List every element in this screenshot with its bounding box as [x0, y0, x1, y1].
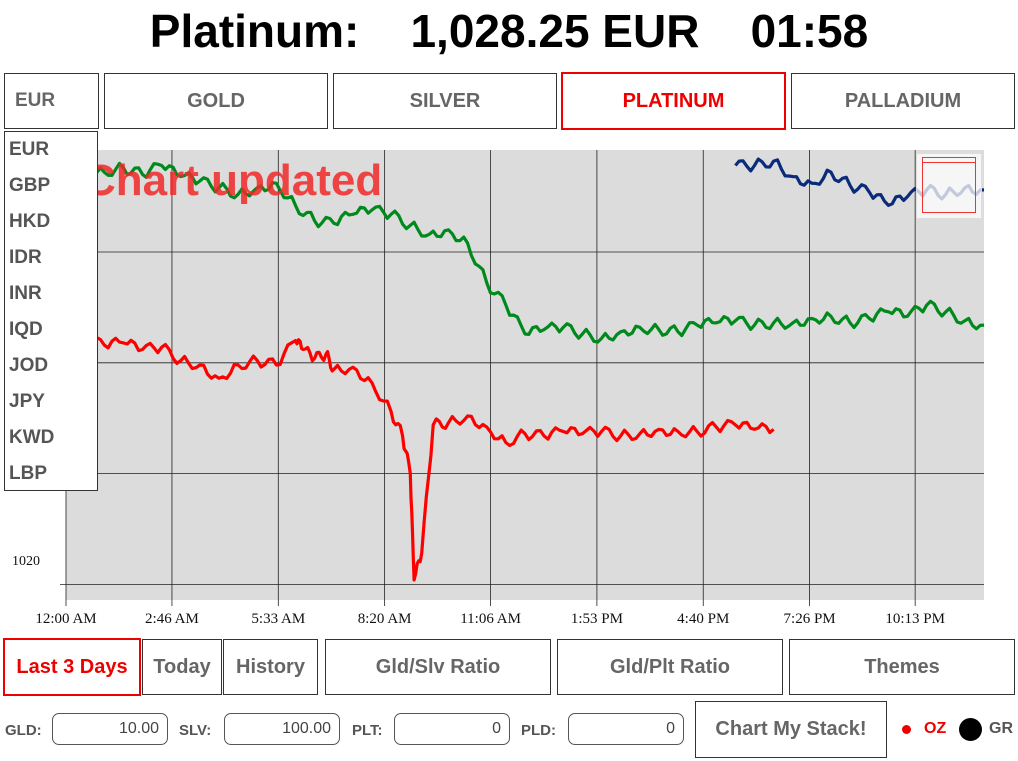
- x-tick-label: 2:46 AM: [145, 611, 199, 627]
- currency-dropdown-list[interactable]: EUR GBP HKD IDR INR IQD JOD JPY KWD LBP: [4, 131, 98, 491]
- current-time: 01:58: [750, 5, 869, 57]
- tab-gold-silver-ratio-label: Gld/Slv Ratio: [375, 655, 501, 678]
- x-tick-label: 8:20 AM: [357, 611, 412, 627]
- x-tick-label: 10:13 PM: [885, 611, 945, 627]
- chart-my-stack-label: Chart My Stack!: [715, 718, 867, 740]
- pld-input[interactable]: 0: [568, 713, 684, 745]
- currency-select[interactable]: EUR: [4, 73, 99, 129]
- gld-input[interactable]: 10.00: [52, 713, 168, 745]
- series-line-1: [64, 331, 775, 582]
- x-tick-label: 11:06 AM: [460, 611, 521, 627]
- x-tick-label: 7:26 PM: [783, 611, 836, 627]
- currency-option[interactable]: EUR: [9, 139, 50, 160]
- oz-label[interactable]: OZ: [924, 720, 947, 737]
- currency-option[interactable]: INR: [9, 283, 42, 304]
- minimap-viewport[interactable]: [922, 157, 976, 213]
- x-tick-label: 12:00 AM: [35, 611, 97, 627]
- currency-option[interactable]: GBP: [9, 175, 51, 196]
- chart-updated-message: Chart updated: [84, 156, 383, 205]
- gr-radio[interactable]: [959, 718, 982, 741]
- plt-label: PLT:: [352, 722, 383, 739]
- pld-label: PLD:: [521, 722, 556, 739]
- currency-option[interactable]: KWD: [9, 427, 55, 448]
- gr-label[interactable]: GR: [989, 720, 1013, 737]
- tab-today-label: Today: [153, 655, 211, 678]
- currency-option[interactable]: IDR: [9, 247, 42, 268]
- tab-platinum[interactable]: PLATINUM: [561, 72, 786, 130]
- metal-name: Platinum:: [149, 5, 360, 57]
- oz-radio[interactable]: [902, 725, 911, 734]
- currency-option[interactable]: IQD: [9, 319, 43, 340]
- tab-gold-platinum-ratio-label: Gld/Plt Ratio: [610, 655, 730, 678]
- chart-minimap[interactable]: [916, 153, 982, 219]
- tab-history-label: History: [236, 655, 305, 678]
- currency-option[interactable]: HKD: [9, 211, 51, 232]
- gld-label: GLD:: [5, 722, 42, 739]
- currency-option[interactable]: JOD: [9, 355, 49, 376]
- x-tick-label: 5:33 AM: [251, 611, 306, 627]
- tab-palladium-label: PALLADIUM: [844, 89, 962, 112]
- tab-history[interactable]: History: [223, 639, 318, 695]
- chart-grid: [60, 150, 984, 606]
- tab-last-3-days-label: Last 3 Days: [16, 655, 128, 678]
- current-price: 1,028.25 EUR: [410, 5, 700, 57]
- minimap-divider: [922, 162, 976, 163]
- slv-input[interactable]: 100.00: [224, 713, 340, 745]
- tab-today[interactable]: Today: [142, 639, 222, 695]
- currency-option[interactable]: LBP: [9, 463, 47, 484]
- plt-input[interactable]: 0: [394, 713, 510, 745]
- series-line-2: [64, 161, 985, 344]
- tab-gold-silver-ratio[interactable]: Gld/Slv Ratio: [325, 639, 551, 695]
- tab-themes[interactable]: Themes: [789, 639, 1015, 695]
- currency-select-value: EUR: [15, 90, 56, 111]
- tab-gold[interactable]: GOLD: [104, 73, 328, 129]
- tab-silver[interactable]: SILVER: [333, 73, 557, 129]
- price-header: Platinum: 1,028.25 EUR 01:58: [0, 4, 1018, 58]
- y-tick-label: 1020: [12, 554, 40, 569]
- tab-platinum-label: PLATINUM: [622, 89, 725, 112]
- x-tick-label: 4:40 PM: [677, 611, 730, 627]
- chart-plot-area: [66, 150, 984, 600]
- tab-palladium[interactable]: PALLADIUM: [791, 73, 1015, 129]
- tab-gold-label: GOLD: [187, 89, 245, 112]
- tab-gold-platinum-ratio[interactable]: Gld/Plt Ratio: [557, 639, 783, 695]
- chart-series: [64, 157, 985, 582]
- tab-silver-label: SILVER: [409, 89, 481, 112]
- slv-label: SLV:: [179, 722, 212, 739]
- tab-themes-label: Themes: [864, 655, 940, 678]
- currency-option[interactable]: JPY: [9, 391, 45, 412]
- tab-last-3-days[interactable]: Last 3 Days: [3, 638, 141, 696]
- chart-my-stack-button[interactable]: Chart My Stack!: [695, 701, 887, 758]
- x-tick-label: 1:53 PM: [570, 611, 623, 627]
